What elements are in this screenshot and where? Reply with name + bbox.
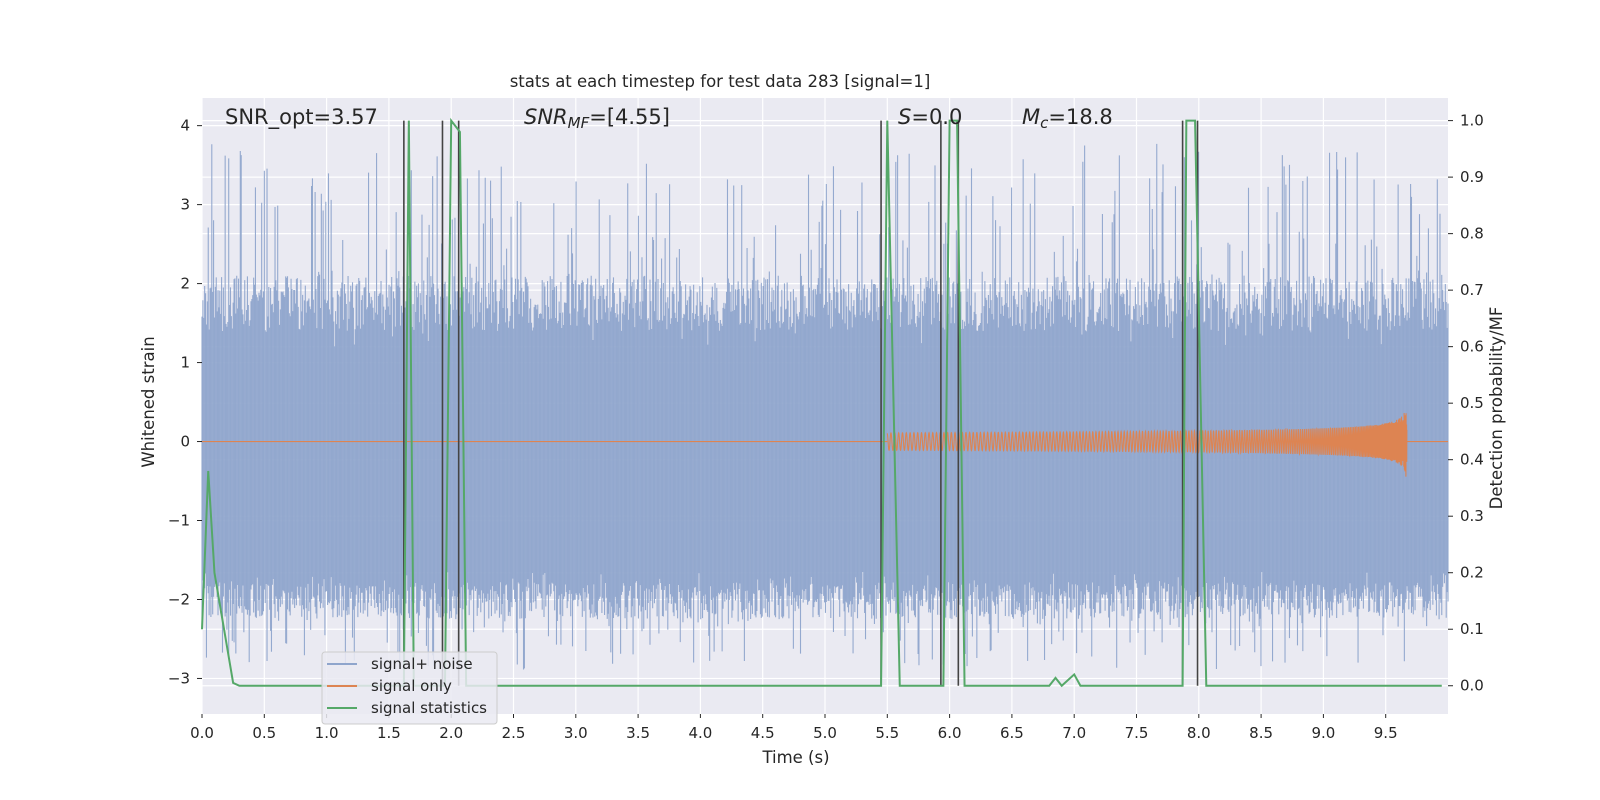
y-tick-label: −2 [168,590,190,608]
x-tick-label: 4.0 [688,724,712,742]
x-tick-label: 6.5 [1000,724,1024,742]
x-tick-label: 8.5 [1249,724,1273,742]
annotation-mc: Mc=18.8 [1022,105,1113,132]
y-tick-label: −1 [168,512,190,530]
x-tick-label: 7.5 [1125,724,1149,742]
x-tick-label: 2.5 [502,724,526,742]
s-label: S [898,105,911,129]
legend: signal+ noise signal only signal statist… [321,651,498,725]
x-tick-label: 0.0 [190,724,214,742]
mc-sub: c [1040,114,1049,132]
x-tick-label: 7.0 [1062,724,1086,742]
legend-label-signal-only: signal only [371,677,452,695]
x-tick-label: 5.0 [813,724,837,742]
y-tick-label: −3 [168,669,190,687]
y-right-tick-label: 0.7 [1460,281,1484,299]
y-tick-label: 2 [180,275,190,293]
s-value: =0.0 [911,105,962,129]
x-tick-label: 8.0 [1187,724,1211,742]
y-right-axis-label: Detection probability/MF [1487,307,1506,510]
snr-mf-label: SNR [524,105,568,129]
y-right-tick-label: 0.6 [1460,338,1484,356]
y-right-tick-label: 0.3 [1460,507,1484,525]
tick-labels: 0.0 0.5 1.0 1.5 2.0 2.5 3.0 3.5 4.0 4.5 5.0 5.5 6.0 6… [168,112,1484,742]
x-tick-label: 9.0 [1311,724,1335,742]
snr-mf-sub: MF [568,114,590,132]
series-signal-only [202,412,1448,477]
snr-mf-value: =[4.55] [589,105,670,129]
x-tick-label: 2.0 [439,724,463,742]
y-right-tick-label: 1.0 [1460,112,1484,130]
x-tick-label: 1.0 [315,724,339,742]
legend-label-signal-statistics: signal statistics [371,699,487,717]
legend-label-signal-noise: signal+ noise [371,655,473,673]
x-tick-label: 0.5 [252,724,276,742]
annotation-s: S=0.0 [898,105,962,129]
chart-title: stats at each timestep for test data 283… [510,72,931,91]
legend-box [321,651,498,725]
x-tick-label: 3.5 [626,724,650,742]
x-tick-label: 5.5 [875,724,899,742]
annotation-snr-mf: SNRMF=[4.55] [524,105,670,132]
y-tick-label: 3 [180,196,190,214]
y-right-tick-label: 0.5 [1460,394,1484,412]
mc-value: =18.8 [1048,105,1112,129]
annotation-snr-opt: SNR_opt=3.57 [225,105,378,130]
y-axis-label: Whitened strain [139,336,158,467]
y-tick-label: 0 [180,433,190,451]
x-axis-label: Time (s) [761,748,829,767]
x-tick-label: 1.5 [377,724,401,742]
y-right-tick-label: 0.1 [1460,620,1484,638]
x-tick-label: 6.0 [938,724,962,742]
y-right-tick-label: 0.2 [1460,564,1484,582]
mc-label: M [1022,105,1040,129]
y-right-tick-label: 0.0 [1460,677,1484,695]
y-right-tick-label: 0.8 [1460,225,1484,243]
y-tick-label: 1 [180,354,190,372]
signal-chirp [886,412,1408,477]
x-tick-label: 3.0 [564,724,588,742]
x-tick-label: 9.5 [1374,724,1398,742]
y-right-tick-label: 0.9 [1460,168,1484,186]
y-right-tick-label: 0.4 [1460,451,1484,469]
y-tick-label: 4 [180,117,190,135]
x-tick-label: 4.5 [751,724,775,742]
